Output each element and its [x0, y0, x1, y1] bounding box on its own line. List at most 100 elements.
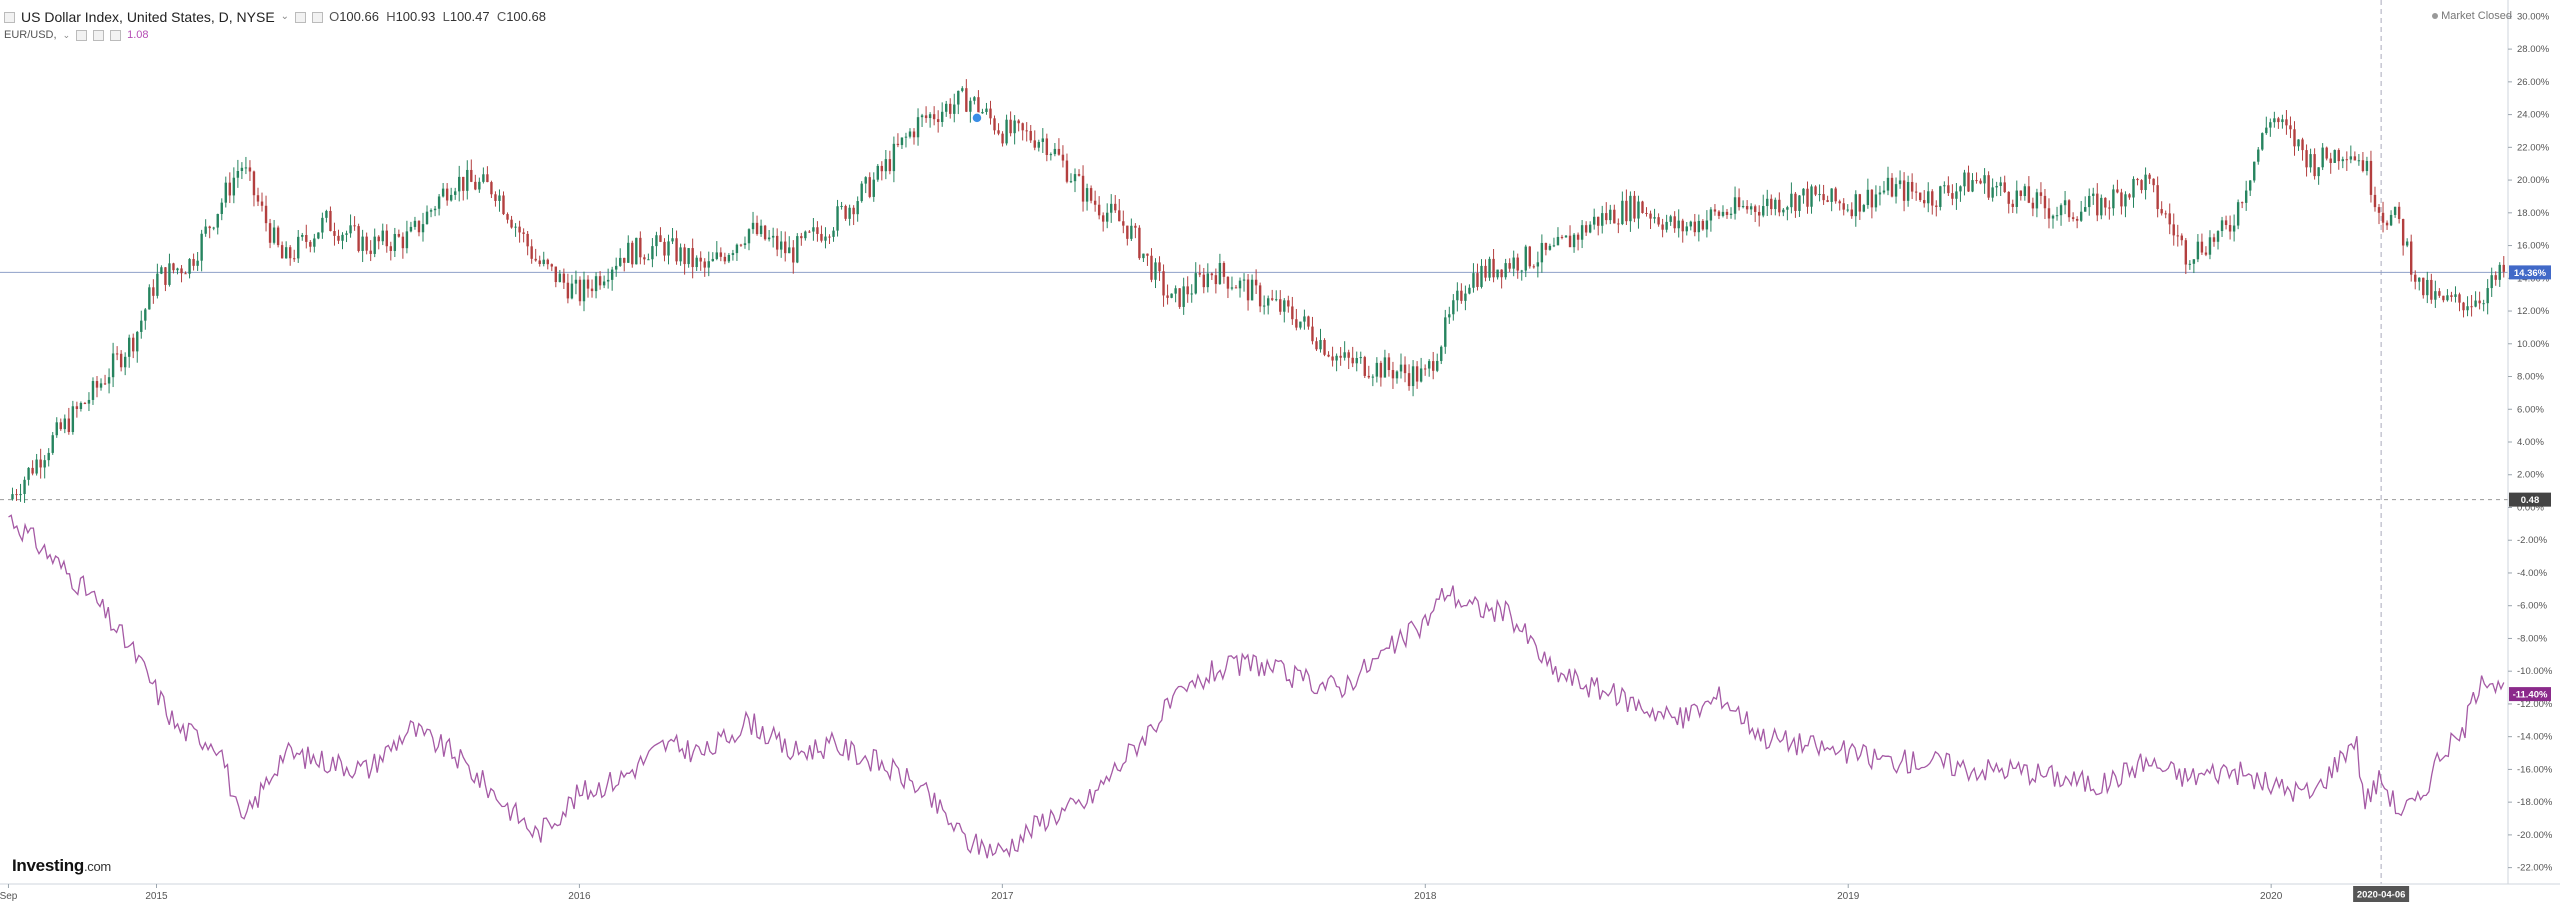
candle-body	[679, 247, 682, 262]
candle-body	[224, 182, 227, 203]
candle-body	[2345, 159, 2349, 161]
candle-body	[458, 176, 461, 192]
settings-icon[interactable]	[93, 29, 105, 41]
chevron-down-icon[interactable]: ⌄	[280, 11, 290, 22]
candle-body	[2124, 194, 2127, 207]
candle-body	[1162, 271, 1165, 296]
candle-body	[429, 210, 433, 212]
candle-body	[474, 181, 477, 190]
candle-body	[2349, 156, 2353, 160]
candle-body	[518, 226, 521, 233]
brand-logo: Investing.com	[12, 856, 111, 876]
candle-body	[1460, 290, 1463, 301]
candle-body	[393, 233, 397, 251]
candle-body	[1524, 246, 1527, 271]
open-label: O	[329, 9, 340, 24]
candle-body	[586, 279, 590, 289]
candle-body	[1419, 368, 1423, 382]
candle-body	[2373, 194, 2377, 208]
candle-body	[2180, 235, 2183, 241]
candle-body	[1677, 220, 1680, 229]
candle-body	[1874, 194, 1878, 208]
visibility-icon[interactable]	[295, 11, 307, 23]
candle-body	[727, 255, 731, 262]
settings-icon[interactable]	[312, 11, 324, 23]
candle-body	[1737, 197, 1741, 208]
candle-body	[232, 177, 236, 196]
candle-body	[1512, 257, 1515, 269]
candle-body	[663, 241, 666, 256]
candle-body	[1745, 206, 1749, 210]
candle-body	[2321, 147, 2324, 168]
candle-body	[1464, 293, 1467, 301]
candle-body	[1275, 299, 1278, 301]
candle-body	[2035, 192, 2039, 209]
candle-body	[35, 459, 38, 474]
candle-body	[2502, 264, 2505, 272]
x-tick-label: Sep	[0, 891, 18, 902]
collapse-legend-icon[interactable]	[4, 11, 15, 23]
candle-body	[1939, 186, 1942, 207]
candle-body	[2365, 160, 2369, 172]
candle-body	[1271, 298, 1274, 300]
candle-body	[2063, 200, 2067, 206]
main-series-title[interactable]: US Dollar Index, United States, D, NYSE	[21, 9, 275, 25]
candle-body	[514, 226, 517, 228]
candle-body	[272, 227, 276, 243]
compare-symbol[interactable]: EUR/USD,	[4, 29, 57, 41]
candle-body	[349, 225, 352, 234]
candle-body	[2490, 275, 2493, 289]
candle-body	[1379, 362, 1383, 378]
candle-body	[2249, 180, 2252, 191]
candle-body	[301, 234, 304, 237]
candle-body	[1214, 275, 1218, 285]
candle-body	[1210, 273, 1214, 276]
candle-body	[759, 225, 763, 235]
candle-body	[1142, 253, 1145, 259]
candle-body	[643, 257, 646, 260]
candle-body	[401, 236, 405, 249]
candle-body	[606, 279, 610, 282]
candle-body	[1500, 269, 1503, 278]
candle-body	[1834, 188, 1837, 202]
candle-body	[2228, 225, 2232, 232]
candle-body	[812, 227, 815, 232]
visibility-icon[interactable]	[76, 29, 88, 41]
candle-body	[1194, 273, 1197, 294]
candle-body	[397, 233, 401, 237]
candle-body	[1407, 373, 1411, 387]
remove-icon[interactable]	[110, 29, 122, 41]
candle-body	[2176, 235, 2179, 237]
candle-body	[2498, 264, 2501, 280]
candle-body	[623, 257, 626, 263]
candle-body	[1802, 188, 1805, 196]
candle-body	[876, 165, 879, 180]
candle-body	[417, 220, 421, 233]
chevron-down-icon[interactable]: ⌄	[62, 30, 71, 40]
y-axis-panel[interactable]	[2508, 0, 2560, 904]
candle-body	[1838, 201, 1841, 204]
y-tick-label: 20.00%	[2517, 175, 2550, 186]
candle-body	[751, 222, 755, 230]
candle-body	[2055, 215, 2059, 217]
candle-body	[252, 171, 256, 196]
y-tick-label: 4.00%	[2517, 437, 2544, 448]
candle-body	[1363, 357, 1366, 376]
candle-body	[1729, 213, 1733, 215]
candle-body	[236, 170, 240, 178]
candle-body	[1786, 207, 1789, 210]
candle-body	[1448, 314, 1451, 318]
event-marker-icon[interactable]	[971, 112, 983, 124]
candle-body	[1560, 236, 1564, 238]
candle-body	[385, 230, 388, 247]
candle-body	[152, 287, 155, 296]
candle-body	[1806, 188, 1809, 207]
candle-body	[1222, 262, 1226, 277]
candle-body	[95, 381, 99, 388]
candle-body	[1826, 200, 1829, 202]
candle-body	[1540, 242, 1544, 263]
candle-body	[1886, 177, 1890, 191]
candle-body	[2152, 178, 2155, 186]
candle-body	[2281, 119, 2284, 123]
